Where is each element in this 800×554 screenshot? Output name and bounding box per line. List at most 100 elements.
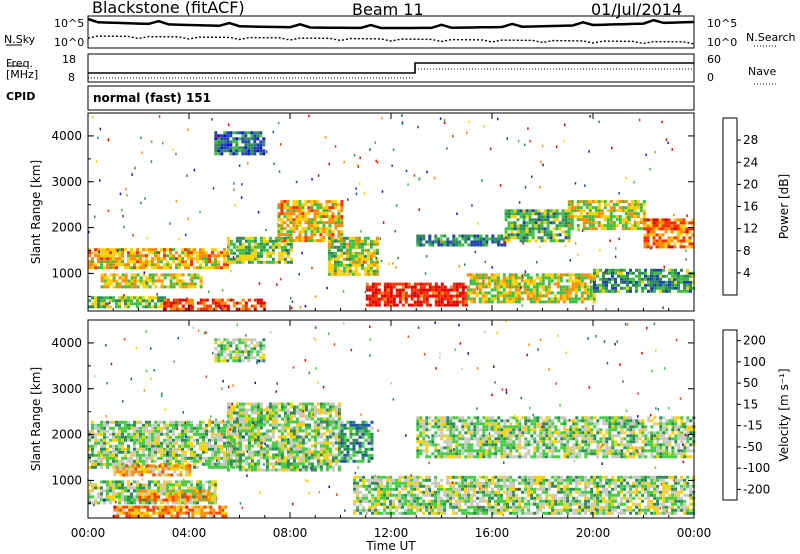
data-cell [195,495,199,499]
data-cell [552,212,556,216]
data-cell [555,239,559,243]
data-cell [224,505,228,509]
data-cell [180,489,184,493]
data-cell [425,303,429,307]
data-cell [220,301,224,305]
noise-dot [397,256,399,260]
data-cell [241,134,245,138]
data-cell [166,432,169,436]
data-cell [163,483,166,487]
data-cell [238,248,242,252]
data-cell [127,302,130,306]
data-cell [516,227,520,231]
data-cell [561,215,565,219]
data-cell [119,470,123,474]
data-cell [148,486,151,490]
data-cell [262,260,266,264]
data-cell [612,224,616,228]
data-cell [151,251,154,255]
data-cell [124,456,127,460]
data-cell [134,467,138,471]
data-cell [354,236,358,240]
data-cell [128,505,132,509]
data-cell [522,230,526,234]
data-cell [564,209,568,213]
data-cell [316,420,320,424]
data-cell [232,137,236,141]
data-cell [330,269,334,273]
data-cell [133,444,136,448]
data-cell [313,444,317,448]
data-cell [100,266,103,270]
data-cell [328,432,332,436]
data-cell [511,300,515,304]
data-cell [171,498,175,502]
data-cell [106,495,109,499]
data-cell [652,218,656,222]
data-cell [214,441,217,445]
data-cell [217,444,220,448]
y-tick-label: 2000 [51,221,82,235]
data-cell [565,279,569,283]
data-cell [94,483,97,487]
noise-dot [156,293,158,296]
data-cell [469,288,473,292]
data-cell [336,263,340,267]
data-cell [562,300,566,304]
data-cell [339,272,343,276]
data-cell [650,268,653,272]
data-cell [247,307,251,311]
data-cell [368,285,372,289]
data-cell [125,470,129,474]
data-cell [214,480,217,484]
data-cell [250,426,254,430]
data-cell [145,263,148,267]
data-cell [244,248,248,252]
data-cell [351,269,355,273]
data-cell [250,444,254,448]
data-cell [292,441,296,445]
data-cell [253,239,257,243]
data-cell [337,426,341,430]
data-cell [413,291,417,295]
data-cell [443,285,447,289]
data-cell [343,444,347,448]
data-cell [148,302,151,306]
data-cell [134,508,138,512]
data-cell [691,224,695,228]
data-cell [304,402,308,406]
freq-label-line1: Freq. [6,57,34,70]
noise-dot [665,138,668,141]
data-cell [519,236,523,240]
data-cell [493,294,497,298]
data-cell [289,239,293,243]
data-cell [121,426,124,430]
data-cell [217,456,220,460]
data-cell [151,273,155,277]
data-cell [124,263,127,267]
data-cell [606,215,610,219]
data-cell [555,218,559,222]
data-cell [354,239,358,243]
data-cell [686,274,689,278]
data-cell [211,495,214,499]
data-cell [253,146,257,150]
data-cell [109,486,112,490]
noise-dot [395,266,397,269]
data-cell [522,224,526,228]
data-cell [115,450,118,454]
data-cell [220,444,223,448]
data-cell [519,233,523,237]
data-cell [352,420,356,424]
data-cell [265,450,269,454]
data-cell [238,459,242,463]
data-cell [298,426,302,430]
noise-dot [440,240,442,243]
data-cell [253,423,257,427]
data-cell [351,245,355,249]
noise-dot [456,212,458,215]
data-cell [145,501,148,505]
data-cell [478,273,482,277]
data-cell [525,212,529,216]
data-cell [229,402,233,406]
